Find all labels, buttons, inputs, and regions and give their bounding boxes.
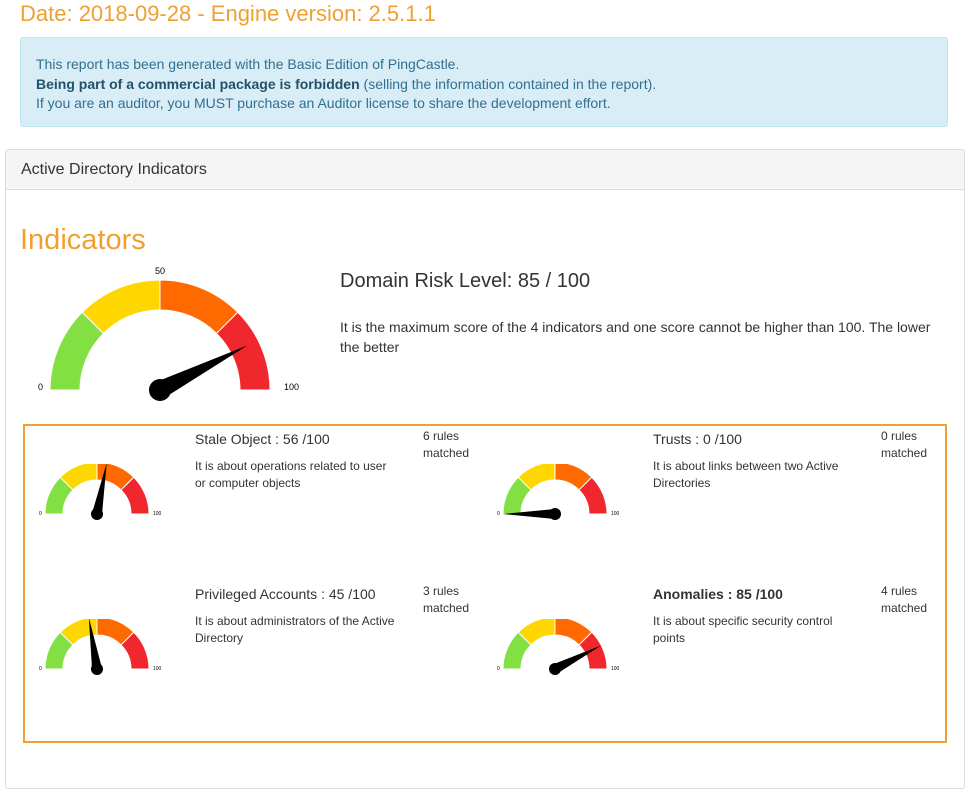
gauge-needle bbox=[88, 619, 102, 670]
notice-line-3: If you are an auditor, you MUST purchase… bbox=[36, 95, 611, 111]
gauge-max-label: 100 bbox=[611, 666, 620, 672]
indicators-panel: Active Directory Indicators bbox=[5, 149, 965, 789]
gauge-max-label: 100 bbox=[611, 511, 620, 517]
gauge-max-label: 100 bbox=[284, 382, 299, 392]
rules-matched: 0 rules matched bbox=[881, 429, 928, 460]
gauge-needle-hub bbox=[149, 379, 171, 401]
notice-line-2-rest: (selling the information contained in th… bbox=[359, 75, 657, 92]
red-zone-arc bbox=[120, 476, 150, 515]
indicator-description: It is about links between two Active Dir… bbox=[653, 459, 839, 490]
report-date-title: Date: 2018-09-28 - Engine version: 2.5.1… bbox=[20, 1, 436, 26]
gauge-min-label: 0 bbox=[497, 511, 500, 517]
red-zone-arc bbox=[120, 631, 150, 670]
indicator-description: It is about operations related to user o… bbox=[195, 459, 387, 490]
indicator-title[interactable]: Stale Object : 56 /100 bbox=[195, 431, 330, 447]
red-zone-arc bbox=[215, 311, 271, 391]
notice-line-2-bold: Being part of a commercial package is fo… bbox=[36, 75, 360, 92]
indicator-title[interactable]: Trusts : 0 /100 bbox=[653, 431, 742, 447]
gauge-needle-hub bbox=[91, 508, 103, 520]
notice-line-1: This report has been generated with the … bbox=[36, 56, 460, 72]
indicator-description: It is about administrators of the Active… bbox=[195, 614, 395, 645]
gauge-needle-hub bbox=[549, 663, 561, 675]
domain-risk-gauge: 0 50 100 bbox=[38, 266, 299, 401]
gauge-max-label: 100 bbox=[153, 666, 162, 672]
gauge-needle bbox=[155, 345, 248, 399]
gauge-needle-hub bbox=[91, 663, 103, 675]
indicator-description: It is about specific security control po… bbox=[653, 614, 833, 645]
gauge-min-label: 0 bbox=[497, 666, 500, 672]
panel-heading[interactable]: Active Directory Indicators bbox=[6, 150, 964, 190]
gauge-min-label: 0 bbox=[39, 666, 42, 672]
gauge-needle bbox=[92, 464, 107, 515]
notice-line-2: Being part of a commercial package is fo… bbox=[36, 75, 932, 95]
indicators-title: Indicators bbox=[20, 224, 146, 256]
gauge-min-label: 0 bbox=[39, 511, 42, 517]
gauge-needle bbox=[503, 509, 555, 519]
license-notice: This report has been generated with the … bbox=[20, 37, 948, 127]
indicator-title[interactable]: Anomalies : 85 /100 bbox=[653, 586, 783, 602]
rules-matched: 3 rules matched bbox=[423, 584, 470, 615]
gauge-max-label: 100 bbox=[153, 511, 162, 517]
indicator-title[interactable]: Privileged Accounts : 45 /100 bbox=[195, 586, 376, 602]
domain-risk-description: It is the maximum score of the 4 indicat… bbox=[340, 319, 931, 355]
domain-risk-level: Domain Risk Level: 85 / 100 bbox=[340, 270, 591, 292]
rules-matched: 4 rules matched bbox=[881, 584, 928, 615]
rules-matched: 6 rules matched bbox=[423, 429, 470, 460]
gauge-mid-label: 50 bbox=[155, 266, 165, 276]
gauge-min-label: 0 bbox=[38, 382, 43, 392]
red-zone-arc bbox=[578, 476, 608, 515]
gauge-needle bbox=[552, 645, 602, 674]
gauge-needle-hub bbox=[549, 508, 561, 520]
